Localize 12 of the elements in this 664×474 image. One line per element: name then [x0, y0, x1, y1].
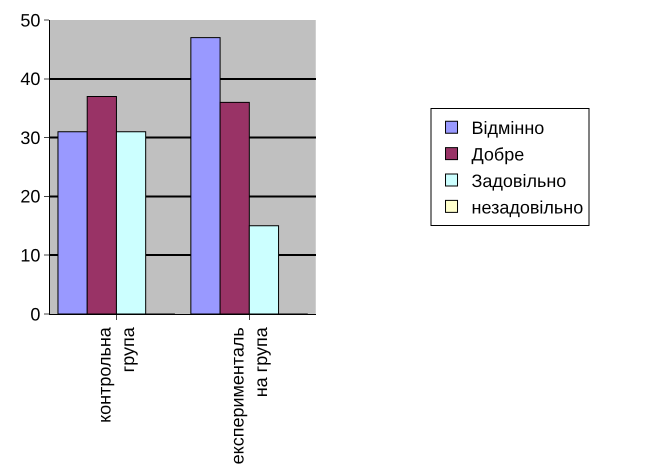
y-tick-label: 20	[20, 186, 40, 207]
legend-label: Добре	[472, 144, 524, 165]
y-tick-label: 30	[20, 128, 40, 148]
legend-label: Відмінно	[472, 118, 544, 138]
x-tick-label: експериментальна група	[227, 326, 271, 464]
legend-label: незадовільно	[472, 197, 584, 218]
y-tick-label: 0	[30, 304, 40, 324]
y-tick-label: 50	[20, 10, 40, 30]
y-tick-label: 40	[20, 69, 40, 90]
x-tick-label: контрольна група	[94, 326, 138, 423]
legend-label: Задовільно	[472, 171, 566, 192]
y-tick-label: 10	[20, 246, 40, 266]
